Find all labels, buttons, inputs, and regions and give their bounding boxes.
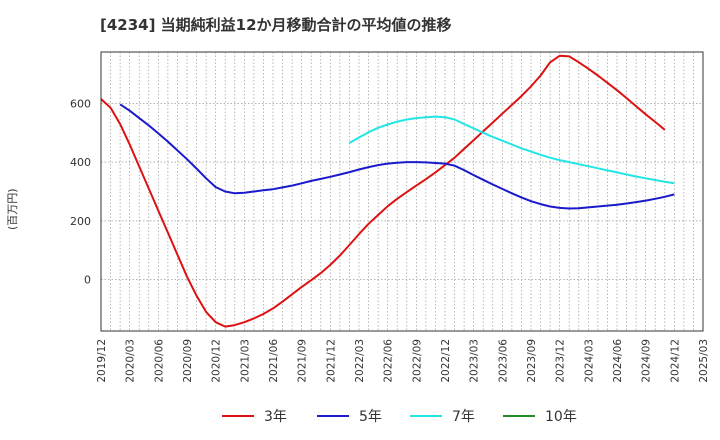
x-tick-label: 2021/06 — [268, 339, 280, 383]
y-tick-label: 0 — [84, 274, 91, 287]
x-tick-label: 2024/09 — [641, 339, 653, 383]
y-tick-label: 200 — [70, 215, 91, 228]
x-tick-label: 2019/12 — [96, 339, 108, 383]
series-line-7年 — [348, 115, 675, 185]
legend-label: 3年 — [264, 409, 287, 425]
x-tick-label: 2020/12 — [211, 339, 223, 383]
x-tick-label: 2024/03 — [583, 339, 595, 383]
x-tick-label: 2024/06 — [612, 339, 624, 383]
y-tick-label: 400 — [70, 156, 91, 169]
x-tick-label: 2025/03 — [698, 339, 710, 383]
legend-swatch — [317, 415, 349, 417]
legend-item: 3年 — [222, 404, 287, 428]
legend-label: 10年 — [545, 409, 577, 425]
x-tick-label: 2021/09 — [297, 339, 309, 383]
plot-border — [100, 51, 704, 332]
x-tick-label: 2020/09 — [182, 339, 194, 383]
legend-swatch — [410, 415, 442, 417]
x-tick-label: 2023/12 — [555, 339, 567, 383]
x-tick-label: 2022/03 — [354, 339, 366, 383]
grid-lines — [101, 52, 703, 331]
x-tick-labels: 2019/12 2020/03 2020/06 2020/09 2020/12 2021/… — [96, 339, 710, 383]
y-tick-labels: 0 200 400 600 — [70, 97, 91, 286]
x-tick-label: 2021/03 — [239, 339, 251, 383]
x-tick-label: 2020/06 — [153, 339, 165, 383]
legend-item: 10年 — [503, 404, 577, 428]
x-tick-label: 2023/06 — [497, 339, 509, 383]
legend-item: 5年 — [317, 404, 382, 428]
x-tick-label: 2024/12 — [669, 339, 681, 383]
series-lines — [100, 54, 675, 328]
x-tick-label: 2021/12 — [325, 339, 337, 383]
chart-title: [4234] 当期純利益12か月移動合計の平均値の推移 — [100, 16, 452, 34]
x-tick-label: 2020/03 — [125, 339, 137, 383]
legend-label: 7年 — [452, 409, 475, 425]
x-tick-label: 2022/12 — [440, 339, 452, 383]
series-line-3年 — [100, 54, 666, 328]
y-tick-label: 600 — [70, 97, 91, 110]
legend-swatch — [222, 415, 254, 417]
legend-item: 7年 — [410, 404, 475, 428]
legend-swatch — [503, 415, 535, 417]
x-tick-label: 2022/09 — [411, 339, 423, 383]
plot-frame — [100, 51, 704, 332]
x-tick-label: 2022/06 — [383, 339, 395, 383]
x-tick-label: 2023/09 — [526, 339, 538, 383]
x-tick-label: 2023/03 — [469, 339, 481, 383]
legend: 3年 5年 7年 10年 — [0, 404, 720, 428]
series-line-5年 — [119, 103, 675, 210]
legend-label: 5年 — [359, 409, 382, 425]
